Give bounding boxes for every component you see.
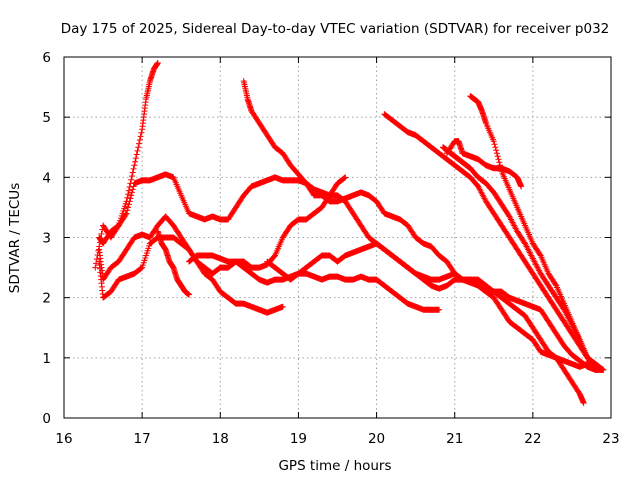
data-point [135, 144, 142, 151]
data-point [136, 137, 143, 144]
x-tick-label: 20 [368, 431, 385, 447]
data-point [493, 150, 500, 157]
data-point [98, 230, 105, 237]
data-point [341, 174, 348, 181]
data-point [342, 174, 349, 181]
x-tick-label: 19 [290, 431, 307, 447]
x-tick-label: 23 [602, 431, 619, 447]
x-tick-label: 16 [55, 431, 72, 447]
data-point [492, 144, 499, 151]
data-point [122, 211, 129, 218]
x-tick-label: 22 [524, 431, 541, 447]
series-track-12 [467, 93, 599, 373]
x-axis-label: GPS time / hours [278, 458, 391, 474]
data-point [592, 366, 599, 373]
y-axis-label: SDTVAR / TECUs [7, 183, 23, 293]
data-point [132, 158, 139, 165]
y-tick-label: 6 [42, 50, 51, 66]
data-point [591, 365, 598, 372]
data-point [92, 264, 99, 271]
data-point [131, 162, 138, 169]
data-point [125, 187, 132, 194]
y-tick-label: 5 [42, 110, 51, 126]
data-point [493, 147, 500, 154]
data-point [600, 366, 607, 373]
data-point [536, 251, 543, 258]
data-point [518, 183, 525, 190]
data-point [129, 186, 136, 193]
data-point [494, 153, 501, 160]
data-point [279, 303, 286, 310]
data-point [93, 260, 100, 267]
data-point [138, 129, 145, 136]
data-point [126, 183, 133, 190]
data-point [128, 176, 135, 183]
series-track-3 [96, 213, 286, 316]
data-point [138, 265, 145, 272]
data-point [496, 159, 503, 166]
axis-ticks [63, 56, 612, 419]
y-tick-label: 2 [42, 291, 51, 307]
data-point [129, 169, 136, 176]
data-point [137, 133, 144, 140]
data-point [126, 198, 133, 205]
data-point [125, 201, 132, 208]
data-point [128, 192, 135, 199]
data-point [127, 195, 134, 202]
chart-title: Day 175 of 2025, Sidereal Day-to-day VTE… [61, 21, 610, 37]
data-point [128, 173, 135, 180]
data-point [123, 210, 130, 217]
data-point [133, 151, 140, 158]
data-point [124, 194, 131, 201]
data-point [436, 306, 443, 313]
y-tick-label: 0 [42, 411, 51, 427]
y-tick-label: 3 [42, 231, 51, 247]
x-tick-label: 21 [446, 431, 463, 447]
data-point [552, 281, 559, 288]
y-tick-label: 1 [42, 351, 51, 367]
y-tick-label: 4 [42, 170, 51, 186]
data-point [136, 140, 143, 147]
data-point [125, 191, 132, 198]
data-point [130, 165, 137, 172]
data-point [495, 156, 502, 163]
data-point [491, 141, 498, 148]
data-point [132, 155, 139, 162]
data-point [124, 207, 131, 214]
data-point [580, 399, 587, 406]
data-point [134, 147, 141, 154]
series-track-5 [154, 228, 193, 298]
x-tick-label: 18 [212, 431, 229, 447]
data-point [128, 189, 135, 196]
data-point [186, 291, 193, 298]
series-track-2 [96, 171, 587, 406]
data-point [497, 162, 504, 169]
data-point [490, 138, 497, 145]
data-marks [92, 60, 607, 406]
data-point [599, 366, 606, 373]
data-point [497, 165, 504, 172]
data-point [125, 204, 132, 211]
data-point [154, 60, 161, 67]
x-tick-label: 17 [134, 431, 151, 447]
data-point [130, 183, 137, 190]
series-track-10 [443, 138, 525, 190]
